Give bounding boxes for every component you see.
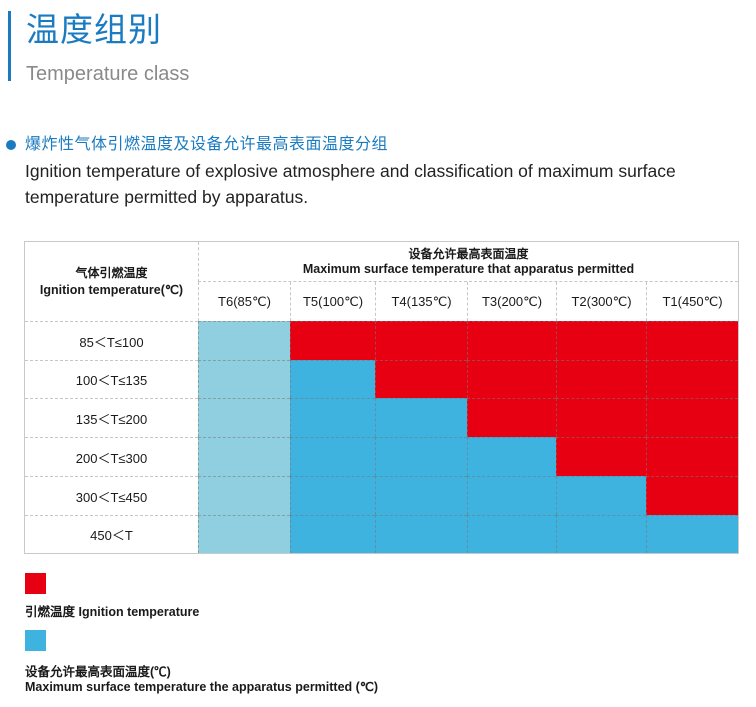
- table-cell-ignition: [646, 360, 738, 398]
- legend-swatch-permitted: [25, 630, 46, 651]
- table-cell-permitted-t6: [198, 437, 290, 476]
- column-group-header-cn: 设备允许最高表面温度: [408, 246, 529, 261]
- row-header-en: Ignition temperature(℃): [39, 282, 184, 297]
- table-cell-ignition: [556, 360, 646, 398]
- table-cell-ignition: [375, 321, 467, 360]
- table-cell-permitted: [290, 398, 375, 437]
- table-cell-ignition: [646, 437, 738, 476]
- row-label: 135＜T≤200: [25, 398, 198, 437]
- legend-label-permitted: 设备允许最高表面温度(℃) Maximum surface temperatur…: [25, 665, 378, 695]
- table-cell-ignition: [556, 321, 646, 360]
- table-cell-ignition: [467, 321, 556, 360]
- title-accent-bar: [8, 11, 11, 81]
- column-header: T2(300℃): [556, 282, 646, 321]
- section-heading-en: Ignition temperature of explosive atmosp…: [25, 161, 676, 207]
- page-title: 温度组别: [26, 10, 162, 49]
- legend-label-ignition: 引燃温度 Ignition temperature: [25, 605, 200, 619]
- legend-label-permitted-cn: 设备允许最高表面温度(℃): [25, 665, 171, 679]
- column-header: T5(100℃): [290, 282, 375, 321]
- column-group-header-en: Maximum surface temperature that apparat…: [302, 261, 635, 276]
- table-cell-permitted: [467, 476, 556, 515]
- column-group-header: 设备允许最高表面温度 Maximum surface temperature t…: [198, 242, 738, 282]
- temperature-class-table: 气体引燃温度 Ignition temperature(℃) 设备允许最高表面温…: [24, 241, 739, 554]
- column-header: T6(85℃): [198, 282, 290, 321]
- table-cell-permitted: [375, 437, 467, 476]
- table-cell-permitted: [290, 437, 375, 476]
- table-cell-permitted-t6: [198, 360, 290, 398]
- row-label: 200＜T≤300: [25, 437, 198, 476]
- table-cell-ignition: [646, 398, 738, 437]
- legend-swatch-ignition: [25, 573, 46, 594]
- row-label: 85＜T≤100: [25, 321, 198, 360]
- table-cell-ignition: [467, 398, 556, 437]
- table-cell-permitted: [375, 515, 467, 553]
- table-cell-ignition: [290, 321, 375, 360]
- table-cell-ignition: [467, 360, 556, 398]
- row-header: 气体引燃温度 Ignition temperature(℃): [25, 242, 198, 321]
- page-subtitle: Temperature class: [26, 63, 190, 85]
- section-heading-cn: 爆炸性气体引燃温度及设备允许最高表面温度分组: [25, 134, 389, 153]
- table-cell-permitted: [290, 476, 375, 515]
- table-cell-permitted-t6: [198, 515, 290, 553]
- table-cell-permitted: [375, 398, 467, 437]
- table-cell-permitted: [467, 437, 556, 476]
- column-header: T1(450℃): [646, 282, 738, 321]
- table-cell-permitted-t6: [198, 476, 290, 515]
- legend-label-permitted-en: Maximum surface temperature the apparatu…: [25, 680, 379, 694]
- table-cell-permitted-t6: [198, 398, 290, 437]
- table-cell-permitted-t6: [198, 321, 290, 360]
- row-label: 100＜T≤135: [25, 360, 198, 398]
- table-cell-permitted: [556, 515, 646, 553]
- table-cell-permitted: [375, 476, 467, 515]
- table-cell-permitted: [467, 515, 556, 553]
- column-header: T3(200℃): [467, 282, 556, 321]
- column-header: T4(135℃): [375, 282, 467, 321]
- row-label: 300＜T≤450: [25, 476, 198, 515]
- table-cell-permitted: [556, 476, 646, 515]
- table-cell-permitted: [290, 515, 375, 553]
- row-label: 450＜T: [25, 515, 198, 553]
- table-cell-ignition: [556, 437, 646, 476]
- table-cell-ignition: [375, 360, 467, 398]
- bullet-icon: [6, 140, 16, 150]
- table-cell-ignition: [646, 321, 738, 360]
- row-header-cn: 气体引燃温度: [75, 265, 148, 280]
- table-cell-ignition: [556, 398, 646, 437]
- table-cell-ignition: [646, 476, 738, 515]
- table-cell-permitted: [646, 515, 738, 553]
- table-cell-permitted: [290, 360, 375, 398]
